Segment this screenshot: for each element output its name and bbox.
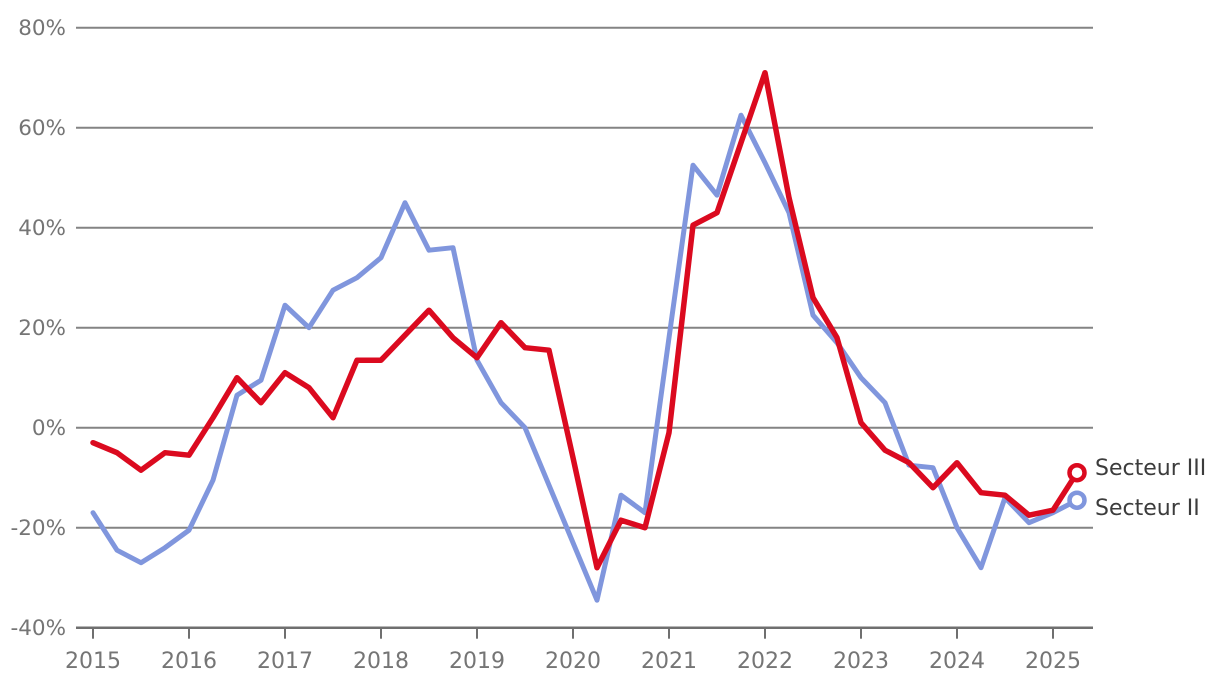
x-tick-label: 2018: [353, 649, 409, 674]
x-tick-label: 2024: [929, 649, 985, 674]
x-tick-label: 2022: [737, 649, 793, 674]
x-tick-label: 2020: [545, 649, 601, 674]
end-marker-secteur-ii: [1067, 490, 1087, 510]
x-tick-label: 2023: [833, 649, 889, 674]
legend-label-secteur-ii: Secteur II: [1095, 496, 1200, 522]
legend-label-secteur-iii: Secteur III: [1095, 455, 1207, 481]
y-tick-label: 80%: [18, 16, 66, 41]
end-marker-secteur-iii: [1067, 462, 1087, 483]
x-tick-label: 2016: [161, 649, 217, 674]
x-tick-label: 2025: [1025, 649, 1081, 674]
y-tick-label: -40%: [10, 616, 66, 641]
y-tick-label: 0%: [32, 416, 66, 441]
series-line-secteur-iii: [90, 69, 1080, 571]
x-tick-label: 2021: [641, 649, 697, 674]
y-tick-label: -20%: [10, 516, 66, 541]
x-tick-label: 2017: [257, 649, 313, 674]
y-tick-label: 60%: [18, 116, 66, 141]
y-tick-label: 40%: [18, 216, 66, 241]
x-tick-label: 2015: [65, 649, 121, 674]
x-tick-label: 2019: [449, 649, 505, 674]
y-tick-label: 20%: [18, 316, 66, 341]
